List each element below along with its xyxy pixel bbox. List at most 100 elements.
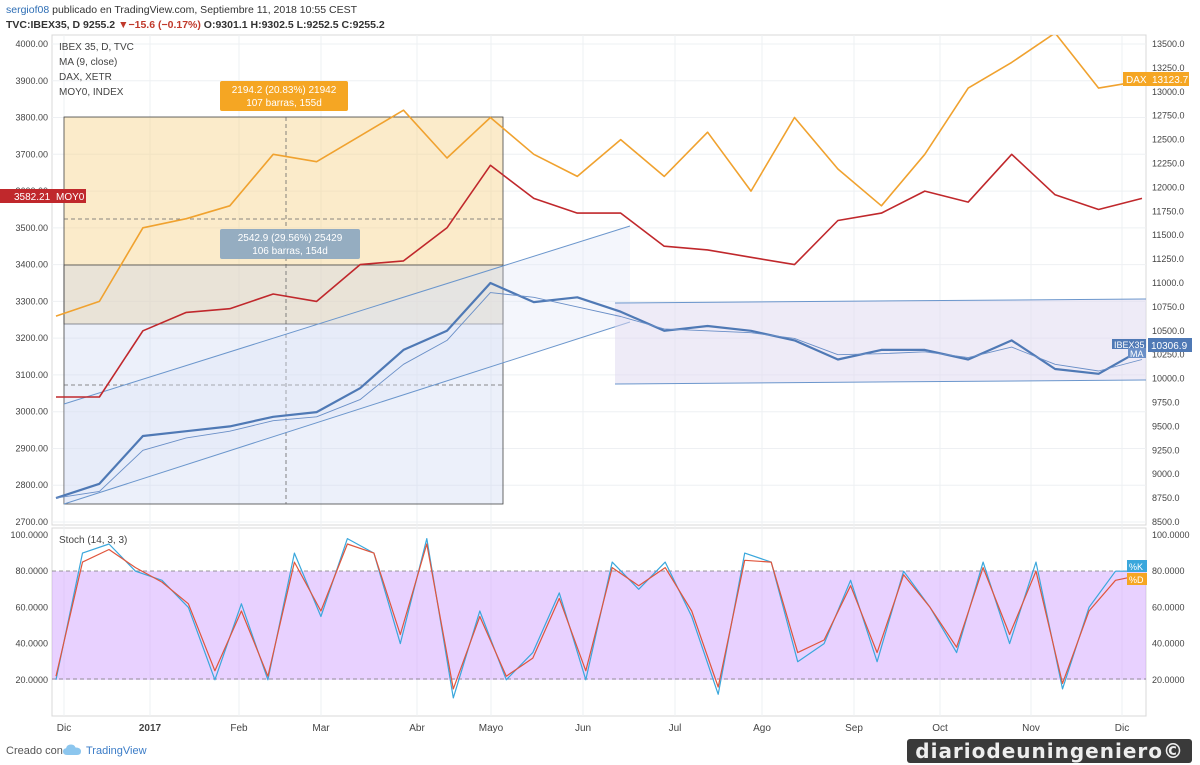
ibex-measure-label-2: 106 barras, 154d <box>252 246 328 257</box>
ohlc-values: O:9301.1 H:9302.5 L:9252.5 C:9255.2 <box>203 19 385 31</box>
stoch-left-tick: 100.0000 <box>10 530 48 540</box>
dax-measure-label-2: 107 barras, 155d <box>246 98 322 109</box>
price-change: −15.6 (−0.17%) <box>128 19 201 31</box>
x-tick-label: Jun <box>575 723 591 734</box>
right-tick-label: 10250.0 <box>1152 350 1185 360</box>
range-top-line[interactable] <box>614 298 1146 304</box>
moy-price: 3582.21 <box>14 192 51 203</box>
legend-ibex[interactable]: IBEX 35, D, TVC <box>59 42 134 53</box>
last-price: 9255.2 <box>83 19 116 31</box>
x-tick-label: Jul <box>669 723 682 734</box>
left-tick-label: 3100.00 <box>15 370 48 380</box>
right-tick-label: 8500.0 <box>1152 517 1180 527</box>
stoch-band <box>52 571 1146 680</box>
dax-measure-box[interactable] <box>63 116 504 325</box>
left-tick-label: 3500.00 <box>15 223 48 233</box>
stoch-right-tick: 40.0000 <box>1152 639 1185 649</box>
stoch-right-tick: 80.0000 <box>1152 566 1185 576</box>
ibex-measure-label: 2542.9 (29.56%) 25429 106 barras, 154d <box>220 229 360 259</box>
left-tick-label: 3800.00 <box>15 113 48 123</box>
ibex-price: 10306.9 <box>1151 341 1188 352</box>
dax-tag: DAX <box>1126 75 1147 86</box>
legend-moy[interactable]: MOY0, INDEX <box>59 87 124 98</box>
left-tick-label: 3300.00 <box>15 296 48 306</box>
x-tick-label: Ago <box>753 723 771 734</box>
x-tick-label: Feb <box>230 723 248 734</box>
diariodeuningeniero-watermark: diariodeuningeniero© <box>907 739 1192 763</box>
chart-canvas[interactable]: 4000.003900.003800.003700.003600.003500.… <box>0 0 1200 737</box>
left-axis[interactable]: 4000.003900.003800.003700.003600.003500.… <box>15 39 48 527</box>
stoch-left-tick: 40.0000 <box>15 639 48 649</box>
stoch-d-line <box>55 543 1143 690</box>
left-tick-label: 2900.00 <box>15 443 48 453</box>
right-tick-label: 13000.0 <box>1152 87 1185 97</box>
right-tick-label: 12500.0 <box>1152 135 1185 145</box>
stoch-badges: %K %D <box>1127 560 1147 585</box>
d-tag: %D <box>1129 575 1144 585</box>
right-tick-label: 8750.0 <box>1152 493 1180 503</box>
ibex-measure-box[interactable] <box>63 264 504 505</box>
footer: Creado con TradingView diariodeuningenie… <box>0 737 1200 765</box>
stoch-left-tick: 20.0000 <box>15 675 48 685</box>
ibex-line <box>55 281 1143 500</box>
stoch-axes[interactable]: 100.0000 100.0000 80.0000 80.0000 60.0000 60.… <box>10 530 1189 685</box>
right-tick-label: 12250.0 <box>1152 159 1185 169</box>
main-series <box>55 35 1143 500</box>
right-tick-label: 11500.0 <box>1152 230 1184 240</box>
left-tick-label: 3900.00 <box>15 76 48 86</box>
right-tick-label: 9500.0 <box>1152 421 1180 431</box>
legend-dax[interactable]: DAX, XETR <box>59 72 112 83</box>
chart-header: sergiof08 publicado en TradingView.com, … <box>0 0 1200 34</box>
right-tick-label: 9250.0 <box>1152 445 1180 455</box>
stoch-left-tick: 60.0000 <box>15 602 48 612</box>
right-tick-label: 10750.0 <box>1152 302 1185 312</box>
x-tick-label: Mar <box>312 723 330 734</box>
x-axis[interactable]: Dic 2017 Feb Mar Abr Mayo Jun Jul Ago Sep Oct Nov Di… <box>57 723 1129 734</box>
author-link[interactable]: sergiof08 <box>6 4 50 16</box>
tradingview-link[interactable]: TradingView <box>86 745 147 757</box>
stoch-right-tick: 60.0000 <box>1152 602 1185 612</box>
dax-measure-label: 2194.2 (20.83%) 21942 107 barras, 155d <box>220 81 348 111</box>
created-with-label: Creado con <box>6 745 63 757</box>
x-tick-label: Mayo <box>479 723 504 734</box>
ibex-tag: IBEX35 <box>1114 340 1145 350</box>
right-tick-label: 12750.0 <box>1152 111 1185 121</box>
stoch-legend[interactable]: Stoch (14, 3, 3) <box>59 535 127 546</box>
x-tick-label: Dic <box>1115 723 1129 734</box>
down-arrow-icon: ▼ <box>118 19 129 31</box>
legend-ma[interactable]: MA (9, close) <box>59 57 117 68</box>
channel-lower[interactable] <box>63 321 631 505</box>
dax-price: 13123.7 <box>1152 75 1189 86</box>
right-tick-label: 11000.0 <box>1152 278 1184 288</box>
moy-badge: 3582.21 MOY0 <box>0 189 86 203</box>
ma-line <box>55 292 1143 499</box>
x-tick-label: Nov <box>1022 723 1040 734</box>
symbol-name: TVC:IBEX35, D <box>6 19 81 31</box>
left-tick-label: 2800.00 <box>15 480 48 490</box>
x-tick-label: Dic <box>57 723 71 734</box>
right-axis[interactable]: 13500.0 13250.0 13000.0 12750.0 12500.0 12250… <box>1152 39 1185 527</box>
published-text: publicado en TradingView.com, Septiembre… <box>49 4 358 16</box>
stoch-right-tick: 100.0000 <box>1152 530 1190 540</box>
tradingview-cloud-icon[interactable] <box>62 743 82 757</box>
right-tick-label: 12000.0 <box>1152 182 1185 192</box>
dax-badge: DAX 13123.7 <box>1123 72 1189 86</box>
left-tick-label: 3400.00 <box>15 260 48 270</box>
channel-upper[interactable] <box>63 225 631 405</box>
k-tag: %K <box>1129 562 1143 572</box>
right-tick-label: 10000.0 <box>1152 374 1185 384</box>
stoch-right-tick: 20.0000 <box>1152 675 1185 685</box>
range-bottom-line[interactable] <box>614 379 1146 385</box>
right-tick-label: 10500.0 <box>1152 326 1185 336</box>
stoch-series <box>55 537 1143 699</box>
x-tick-label: Abr <box>409 723 425 734</box>
right-tick-label: 9750.0 <box>1152 398 1180 408</box>
ma-tag: MA <box>1130 349 1144 359</box>
left-tick-label: 3200.00 <box>15 333 48 343</box>
left-tick-label: 3700.00 <box>15 149 48 159</box>
moy-tag: MOY0 <box>56 192 85 203</box>
range-box[interactable] <box>615 299 1146 384</box>
publish-line: sergiof08 publicado en TradingView.com, … <box>6 3 357 17</box>
ibex-badge: IBEX35 MA 10306.9 <box>1112 338 1192 359</box>
legend: IBEX 35, D, TVC MA (9, close) DAX, XETR … <box>59 42 134 98</box>
